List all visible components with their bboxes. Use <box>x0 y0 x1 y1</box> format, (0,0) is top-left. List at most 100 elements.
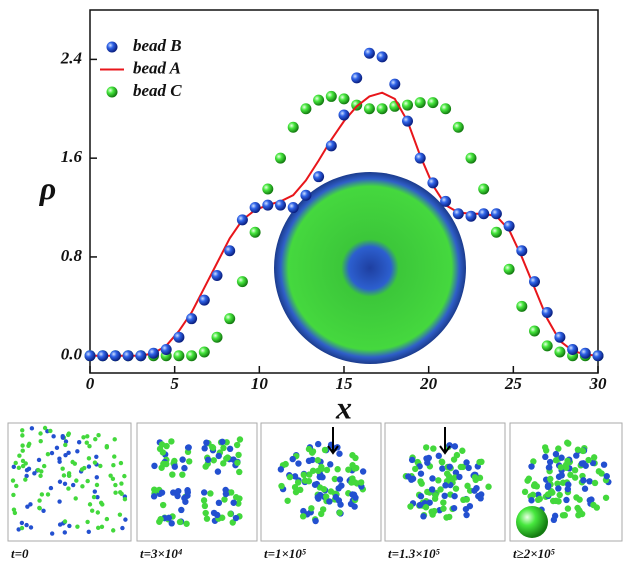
bead-glyph <box>420 513 427 520</box>
bead-glyph <box>586 478 593 485</box>
bead-glyph <box>409 475 417 482</box>
bead-glyph <box>590 454 598 461</box>
bead-glyph <box>174 492 181 500</box>
bead-glyph <box>220 444 227 452</box>
bead-glyph <box>203 515 211 522</box>
bead-glyph <box>63 442 68 448</box>
bead-glyph <box>422 504 430 511</box>
bead-glyph <box>117 512 123 517</box>
bead-glyph <box>60 433 65 439</box>
bead-glyph <box>179 456 186 463</box>
bead-glyph <box>295 460 302 467</box>
bead-glyph <box>580 460 587 467</box>
bead-glyph <box>422 444 430 451</box>
bead-glyph <box>42 425 48 431</box>
data-point <box>186 350 198 362</box>
bead-glyph <box>51 434 56 439</box>
bead-glyph <box>181 464 188 472</box>
bead-glyph <box>75 449 80 454</box>
bead-glyph <box>86 464 92 469</box>
y-tick-label: 1.6 <box>61 147 83 166</box>
data-point <box>236 276 248 288</box>
bead-glyph <box>201 502 209 510</box>
bead-glyph <box>549 489 556 496</box>
bead-glyph <box>235 451 242 459</box>
bead-glyph <box>463 511 470 519</box>
data-point <box>567 344 579 356</box>
bead-glyph <box>357 479 365 486</box>
bead-glyph <box>552 450 560 458</box>
bead-glyph <box>159 501 167 509</box>
data-point <box>427 97 439 109</box>
data-point <box>224 313 236 325</box>
inset-sphere <box>516 506 548 538</box>
bead-glyph <box>86 456 92 461</box>
data-point <box>541 340 553 352</box>
bead-glyph <box>552 497 560 505</box>
bead-glyph <box>104 516 110 522</box>
bead-glyph <box>98 463 103 469</box>
legend-label: bead A <box>133 58 181 77</box>
bead-glyph <box>405 473 412 480</box>
bead-glyph <box>417 478 424 485</box>
bead-glyph <box>471 487 478 494</box>
bead-glyph <box>579 447 587 455</box>
bead-glyph <box>558 472 565 479</box>
bead-glyph <box>478 458 485 466</box>
bead-glyph <box>318 510 325 518</box>
bead-glyph <box>236 436 244 443</box>
bead-glyph <box>326 498 333 505</box>
plot: 0 5 10 15 20 25 30 0.0 0.8 1.6 2.4 x ρ bead B bead A be… <box>39 9 607 425</box>
bead-glyph <box>602 494 610 501</box>
bead-glyph <box>92 489 98 494</box>
bead-glyph <box>564 505 572 512</box>
y-axis-label: ρ <box>39 170 56 206</box>
bead-glyph <box>175 487 182 495</box>
bead-glyph <box>440 499 447 506</box>
bead-glyph <box>321 446 329 454</box>
bead-glyph <box>62 530 68 535</box>
bead-glyph <box>163 460 170 468</box>
bead-glyph <box>25 504 30 509</box>
snapshot <box>136 422 258 542</box>
bead-glyph <box>429 475 436 482</box>
bead-glyph <box>95 510 101 515</box>
bead-glyph <box>442 482 449 489</box>
bead-glyph <box>431 495 439 502</box>
bead-glyph <box>452 485 460 492</box>
bead-glyph <box>277 466 285 473</box>
data-point <box>313 94 325 106</box>
legend-swatch <box>106 86 118 98</box>
data-point <box>478 183 490 195</box>
bead-glyph <box>38 473 43 479</box>
bead-glyph <box>309 467 317 474</box>
data-point <box>211 331 223 343</box>
bead-glyph <box>322 493 330 500</box>
data-point <box>249 202 261 214</box>
bead-glyph <box>48 428 53 434</box>
bead-glyph <box>184 489 192 496</box>
data-point <box>325 140 337 152</box>
bead-glyph <box>171 463 178 470</box>
bead-glyph <box>236 495 243 502</box>
bead-glyph <box>157 516 164 523</box>
bead-glyph <box>159 449 167 456</box>
bead-glyph <box>234 459 241 466</box>
bead-glyph <box>565 440 572 447</box>
bead-glyph <box>305 457 313 465</box>
bead-glyph <box>435 452 442 460</box>
data-point <box>122 350 134 362</box>
bead-glyph <box>336 450 343 457</box>
bead-glyph <box>49 531 55 536</box>
bead-glyph <box>312 517 319 525</box>
bead-glyph <box>49 450 55 456</box>
data-point <box>186 313 198 325</box>
bead-glyph <box>236 468 243 476</box>
bead-glyph <box>36 467 41 473</box>
bead-glyph <box>528 463 535 470</box>
bead-glyph <box>591 479 599 487</box>
data-point <box>592 350 604 362</box>
inset-snapshot <box>274 172 466 364</box>
data-point <box>236 214 248 226</box>
bead-glyph <box>547 475 554 483</box>
